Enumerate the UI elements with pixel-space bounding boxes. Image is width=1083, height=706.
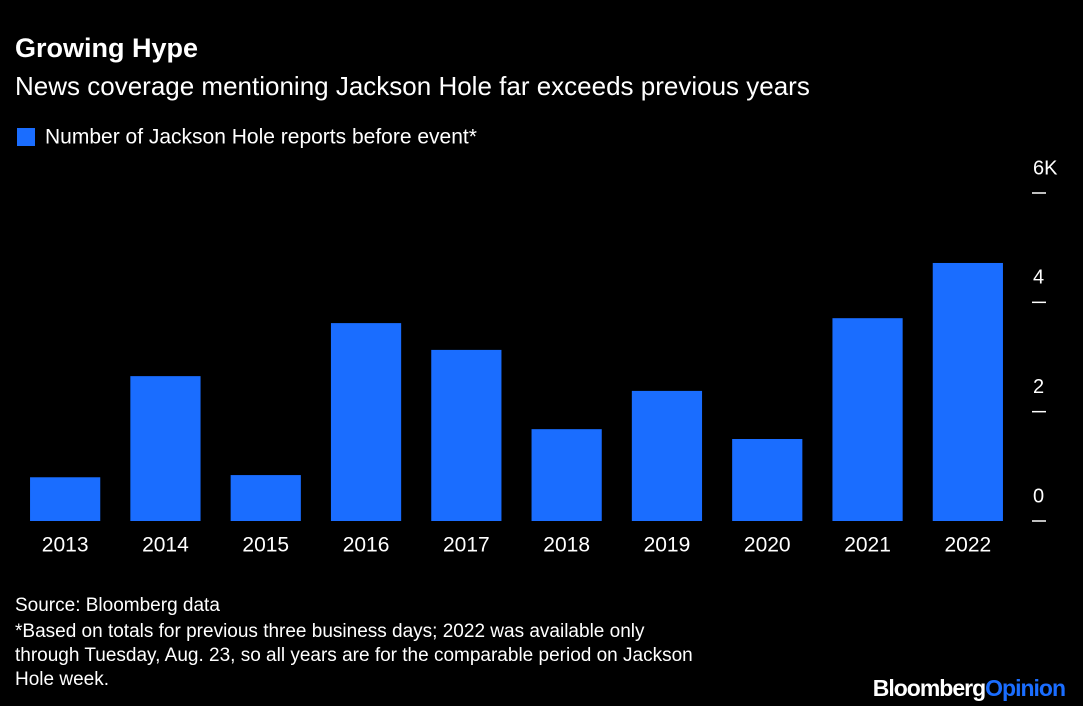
bar xyxy=(130,376,201,521)
bar xyxy=(531,429,602,521)
x-tick-label: 2013 xyxy=(42,534,89,557)
brand: BloombergOpinion xyxy=(873,675,1065,701)
chart-title: Growing Hype xyxy=(15,33,198,63)
y-tick-label: 0 xyxy=(1033,485,1044,507)
bar xyxy=(732,439,803,521)
note: through Tuesday, Aug. 23, so all years a… xyxy=(15,645,693,666)
bar xyxy=(431,349,502,521)
x-tick-label: 2022 xyxy=(944,534,991,557)
x-tick-label: 2014 xyxy=(142,534,189,557)
x-tick-label: 2020 xyxy=(744,534,791,557)
legend-label: Number of Jackson Hole reports before ev… xyxy=(45,126,477,149)
x-tick-label: 2015 xyxy=(242,534,289,557)
source: Source: Bloomberg data xyxy=(15,595,220,616)
bar xyxy=(330,323,402,521)
note: Hole week. xyxy=(15,669,109,690)
x-tick-label: 2019 xyxy=(644,534,691,557)
legend-swatch xyxy=(17,128,35,146)
brand-sub: Opinion xyxy=(985,675,1065,701)
x-tick-label: 2021 xyxy=(844,534,891,557)
bar xyxy=(631,390,703,521)
x-tick-label: 2018 xyxy=(543,534,590,557)
bar xyxy=(932,262,1003,521)
note: *Based on totals for previous three busi… xyxy=(15,621,645,642)
bar xyxy=(230,475,301,521)
brand-main: Bloomberg xyxy=(873,675,985,701)
x-tick-label: 2017 xyxy=(443,534,490,557)
y-tick-label: 2 xyxy=(1033,376,1044,398)
y-tick-label: 4 xyxy=(1033,267,1044,289)
x-tick-label: 2016 xyxy=(343,534,390,557)
y-tick-label: 6K xyxy=(1033,157,1058,179)
bar xyxy=(832,318,903,521)
chart-subtitle: News coverage mentioning Jackson Hole fa… xyxy=(15,71,810,101)
bar xyxy=(30,477,101,521)
